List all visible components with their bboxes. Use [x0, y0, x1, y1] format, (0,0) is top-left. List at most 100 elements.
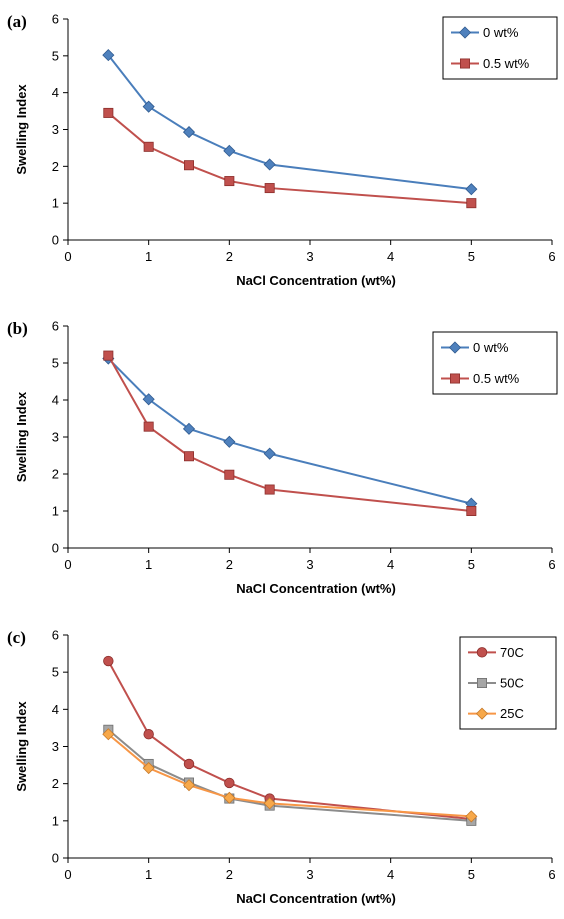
- x-axis-title: NaCl Concentration (wt%): [236, 273, 396, 288]
- y-tick-label: 1: [52, 196, 59, 211]
- y-tick-label: 2: [52, 159, 59, 174]
- data-point: [142, 761, 155, 775]
- data-point: [264, 183, 275, 194]
- x-tick-label: 1: [145, 249, 152, 264]
- data-point: [143, 421, 154, 432]
- legend-marker: [476, 647, 488, 658]
- x-axis-title: NaCl Concentration (wt%): [236, 581, 396, 596]
- series-line: [107, 54, 472, 191]
- data-point: [143, 141, 154, 152]
- legend: 70C 50C 25C: [459, 636, 557, 730]
- x-tick-label: 6: [548, 867, 555, 882]
- data-point: [183, 451, 194, 462]
- y-tick-label: 5: [52, 665, 59, 680]
- legend-label: 70C: [500, 645, 524, 660]
- y-tick-label: 6: [52, 12, 59, 27]
- data-point: [182, 422, 196, 435]
- y-tick-label: 6: [52, 319, 59, 334]
- series-line: [107, 733, 472, 818]
- chart-panel-a: 0 1 2 3 4 5 6 0 1 2 3 4 5 6 NaCl Concentration (wt%) Sw…: [0, 0, 564, 305]
- legend-item: 70C: [468, 645, 524, 660]
- legend-label: 25C: [500, 706, 524, 721]
- data-point: [466, 505, 477, 516]
- legend-marker: [458, 26, 472, 39]
- legend-label: 0.5 wt%: [473, 371, 520, 386]
- y-tick-label: 4: [52, 702, 59, 717]
- x-axis-title: NaCl Concentration (wt%): [236, 891, 396, 906]
- y-tick-label: 0: [52, 541, 59, 556]
- legend-box: [442, 16, 558, 80]
- panel-label: (b): [7, 319, 28, 338]
- data-point: [182, 779, 196, 792]
- x-tick-label: 3: [306, 557, 313, 572]
- y-tick-label: 3: [52, 122, 59, 137]
- data-point: [183, 160, 194, 171]
- legend-label: 50C: [500, 676, 524, 691]
- data-point: [224, 469, 235, 480]
- x-tick-label: 4: [387, 249, 394, 264]
- chart-panel-c: 0 1 2 3 4 5 6 0 1 2 3 4 5 6 NaCl Concentration (wt%) Sw…: [0, 610, 564, 914]
- y-axis-title: Swelling Index: [14, 84, 29, 175]
- legend-marker: [448, 341, 462, 354]
- data-point: [183, 758, 195, 770]
- x-tick-label: 0: [64, 867, 71, 882]
- legend-item: 0.5 wt%: [451, 56, 530, 71]
- x-tick-label: 6: [548, 249, 555, 264]
- data-point: [142, 100, 155, 113]
- data-point: [103, 107, 114, 118]
- legend-box: [432, 331, 558, 395]
- data-point: [224, 777, 235, 789]
- y-tick-label: 0: [52, 233, 59, 248]
- series-line: [107, 357, 472, 505]
- panel-label: (a): [7, 12, 27, 31]
- data-point: [263, 447, 276, 460]
- data-point: [466, 198, 477, 209]
- chart-c-svg: 0 1 2 3 4 5 6 0 1 2 3 4 5 6 NaCl Concentration (wt%) Sw…: [7, 628, 557, 906]
- y-tick-label: 1: [52, 504, 59, 519]
- y-tick-label: 4: [52, 85, 59, 100]
- y-tick-label: 1: [52, 813, 59, 828]
- legend-label: 0 wt%: [483, 25, 519, 40]
- x-tick-label: 2: [226, 867, 233, 882]
- data-point: [223, 791, 236, 804]
- series-1: [103, 107, 477, 209]
- series-2: [102, 728, 478, 823]
- data-point: [465, 810, 478, 823]
- x-tick-label: 3: [306, 249, 313, 264]
- data-point: [263, 158, 276, 171]
- series-0: [102, 352, 478, 510]
- series-1: [103, 724, 477, 826]
- y-axis-title: Swelling Index: [14, 701, 29, 792]
- y-tick-label: 3: [52, 430, 59, 445]
- series-line: [107, 355, 472, 512]
- data-point: [465, 183, 478, 196]
- data-point: [263, 797, 276, 810]
- legend-marker: [459, 58, 470, 69]
- legend-item: 25C: [468, 706, 524, 721]
- x-tick-label: 0: [64, 557, 71, 572]
- chart-a-svg: 0 1 2 3 4 5 6 0 1 2 3 4 5 6 NaCl Concentration (wt%) Sw…: [7, 12, 558, 288]
- x-tick-label: 4: [387, 867, 394, 882]
- data-point: [264, 484, 275, 495]
- y-tick-label: 5: [52, 48, 59, 63]
- legend-marker: [475, 707, 489, 720]
- data-point: [143, 729, 154, 740]
- x-tick-label: 5: [468, 249, 475, 264]
- x-tick-label: 2: [226, 557, 233, 572]
- legend-item: 0 wt%: [441, 340, 509, 355]
- data-point: [102, 728, 115, 741]
- data-point: [102, 49, 115, 62]
- series-0: [102, 49, 478, 196]
- x-tick-label: 3: [306, 867, 313, 882]
- legend-item: 0.5 wt%: [441, 371, 520, 386]
- data-point: [223, 435, 236, 448]
- y-tick-label: 4: [52, 393, 59, 408]
- y-axis-title: Swelling Index: [14, 391, 29, 482]
- x-tick-label: 6: [548, 557, 555, 572]
- x-tick-label: 2: [226, 249, 233, 264]
- x-tick-label: 5: [468, 867, 475, 882]
- legend-item: 50C: [468, 676, 524, 691]
- legend-label: 0 wt%: [473, 340, 509, 355]
- x-tick-label: 4: [387, 557, 394, 572]
- data-point: [142, 393, 155, 406]
